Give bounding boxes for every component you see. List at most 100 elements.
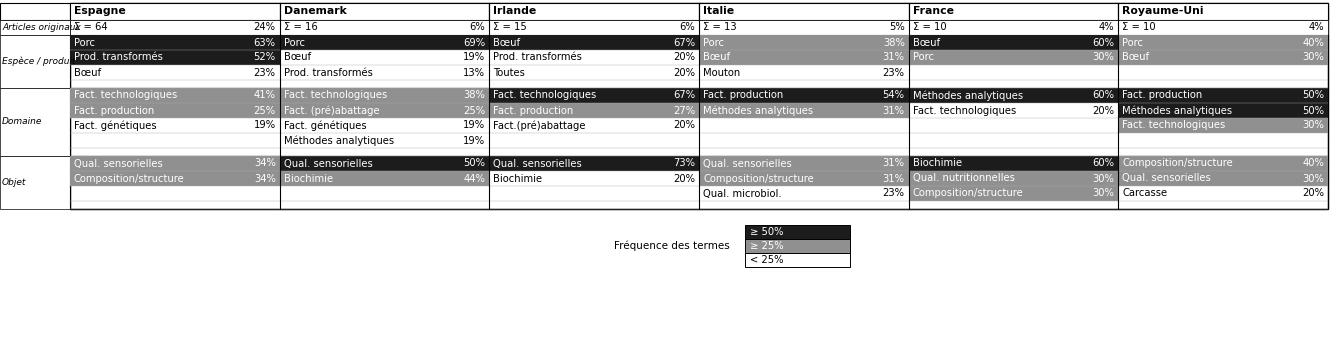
Bar — [908, 20, 1119, 35]
Bar — [279, 35, 489, 50]
Text: Bœuf: Bœuf — [912, 37, 940, 47]
Text: Fact. technologiques: Fact. technologiques — [283, 91, 387, 100]
Text: Méthodes analytiques: Méthodes analytiques — [704, 105, 813, 116]
Text: Porc: Porc — [1123, 37, 1144, 47]
Text: 50%: 50% — [1302, 106, 1323, 116]
Text: Σ = 13: Σ = 13 — [704, 22, 737, 33]
Text: 40%: 40% — [1302, 37, 1323, 47]
Text: Mouton: Mouton — [704, 67, 741, 78]
Bar — [908, 156, 1119, 171]
Bar — [908, 50, 1119, 65]
Bar — [279, 20, 489, 35]
Text: 19%: 19% — [463, 53, 485, 63]
Text: Fact. production: Fact. production — [493, 106, 573, 116]
Text: 60%: 60% — [1092, 37, 1115, 47]
Text: 4%: 4% — [1099, 22, 1115, 33]
Text: 6%: 6% — [469, 22, 485, 33]
Bar — [700, 171, 908, 186]
Text: 23%: 23% — [254, 67, 275, 78]
Bar — [70, 3, 1327, 209]
Bar — [745, 253, 850, 267]
Text: Bœuf: Bœuf — [283, 53, 311, 63]
Bar — [700, 20, 908, 35]
Text: 23%: 23% — [883, 67, 904, 78]
Bar — [745, 239, 850, 253]
Bar — [908, 3, 1119, 20]
Bar — [0, 156, 70, 209]
Bar — [1119, 103, 1327, 118]
Bar — [1119, 118, 1327, 133]
Bar — [700, 50, 908, 65]
Text: 23%: 23% — [883, 189, 904, 199]
Text: 6%: 6% — [680, 22, 696, 33]
Text: Qual. sensorielles: Qual. sensorielles — [283, 158, 372, 169]
Text: Σ = 15: Σ = 15 — [493, 22, 527, 33]
Text: 50%: 50% — [1302, 91, 1323, 100]
Text: Méthodes analytiques: Méthodes analytiques — [283, 135, 394, 146]
Text: Biochimie: Biochimie — [283, 173, 332, 183]
Text: 73%: 73% — [673, 158, 696, 169]
Bar — [70, 156, 1327, 209]
Text: 60%: 60% — [1092, 158, 1115, 169]
Text: Royaume-Uni: Royaume-Uni — [1123, 7, 1204, 17]
Text: Qual. microbiol.: Qual. microbiol. — [704, 189, 782, 199]
Bar — [700, 3, 908, 20]
Bar — [279, 171, 489, 186]
Text: Fact. génétiques: Fact. génétiques — [74, 120, 157, 131]
Bar — [279, 103, 489, 118]
Text: 5%: 5% — [888, 22, 904, 33]
Text: 24%: 24% — [254, 22, 275, 33]
Text: Σ = 10: Σ = 10 — [1123, 22, 1156, 33]
Text: Italie: Italie — [704, 7, 734, 17]
Bar — [70, 88, 279, 103]
Text: Objet: Objet — [3, 178, 27, 187]
Bar — [70, 35, 1327, 88]
Text: Fact. génétiques: Fact. génétiques — [283, 120, 366, 131]
Bar — [1119, 88, 1327, 103]
Text: Composition/structure: Composition/structure — [912, 189, 1023, 199]
Text: 34%: 34% — [254, 158, 275, 169]
Text: Prod. transformés: Prod. transformés — [283, 67, 372, 78]
Text: Bœuf: Bœuf — [704, 53, 730, 63]
Bar — [489, 35, 700, 50]
Bar — [908, 186, 1119, 201]
Bar — [700, 88, 908, 103]
Text: Composition/structure: Composition/structure — [704, 173, 814, 183]
Text: 54%: 54% — [883, 91, 904, 100]
Text: Espèce / produit: Espèce / produit — [3, 57, 76, 66]
Text: 69%: 69% — [463, 37, 485, 47]
Text: 20%: 20% — [673, 120, 696, 130]
Text: 20%: 20% — [1302, 189, 1323, 199]
Text: Σ = 16: Σ = 16 — [283, 22, 318, 33]
Text: Porc: Porc — [74, 37, 94, 47]
Bar — [908, 35, 1119, 50]
Bar — [489, 156, 700, 171]
Text: 30%: 30% — [1092, 189, 1115, 199]
Text: Composition/structure: Composition/structure — [1123, 158, 1233, 169]
Bar — [1119, 171, 1327, 186]
Bar — [70, 103, 279, 118]
Text: 31%: 31% — [883, 158, 904, 169]
Text: 38%: 38% — [463, 91, 485, 100]
Text: 31%: 31% — [883, 53, 904, 63]
Text: 30%: 30% — [1302, 173, 1323, 183]
Text: Carcasse: Carcasse — [1123, 189, 1168, 199]
Text: Fréquence des termes: Fréquence des termes — [614, 241, 730, 251]
Text: 19%: 19% — [463, 136, 485, 146]
Text: 67%: 67% — [673, 91, 696, 100]
Text: Qual. sensorielles: Qual. sensorielles — [704, 158, 791, 169]
Text: Fact. production: Fact. production — [1123, 91, 1202, 100]
Text: 20%: 20% — [673, 173, 696, 183]
Text: Fact. production: Fact. production — [704, 91, 783, 100]
Text: 50%: 50% — [463, 158, 485, 169]
Text: 4%: 4% — [1309, 22, 1323, 33]
Bar — [908, 171, 1119, 186]
Bar — [700, 103, 908, 118]
Bar — [1119, 20, 1327, 35]
Bar — [70, 35, 279, 50]
Bar — [908, 88, 1119, 103]
Bar — [0, 3, 70, 20]
Text: 19%: 19% — [463, 120, 485, 130]
Text: Porc: Porc — [912, 53, 934, 63]
Text: 30%: 30% — [1092, 173, 1115, 183]
